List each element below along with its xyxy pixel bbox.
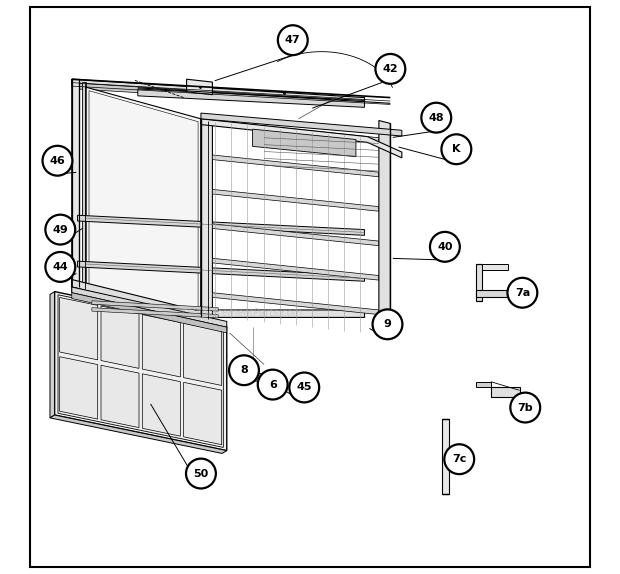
Circle shape xyxy=(430,232,460,262)
Polygon shape xyxy=(50,292,55,418)
Polygon shape xyxy=(72,287,195,323)
Text: 48: 48 xyxy=(428,113,444,123)
Polygon shape xyxy=(482,264,508,270)
Text: 42: 42 xyxy=(383,64,398,74)
Polygon shape xyxy=(92,308,218,318)
Circle shape xyxy=(441,134,471,164)
Polygon shape xyxy=(72,79,365,103)
Polygon shape xyxy=(379,121,391,319)
Polygon shape xyxy=(60,297,98,360)
Polygon shape xyxy=(201,119,402,158)
Polygon shape xyxy=(476,290,511,297)
Polygon shape xyxy=(72,79,79,287)
Polygon shape xyxy=(55,292,227,451)
Circle shape xyxy=(507,278,538,308)
Polygon shape xyxy=(201,119,213,321)
Circle shape xyxy=(376,54,405,84)
Circle shape xyxy=(373,309,402,339)
Polygon shape xyxy=(213,189,379,211)
Circle shape xyxy=(445,444,474,474)
Circle shape xyxy=(45,215,75,245)
Polygon shape xyxy=(184,323,222,386)
Polygon shape xyxy=(72,287,227,327)
Polygon shape xyxy=(78,215,365,235)
Circle shape xyxy=(290,373,319,402)
Polygon shape xyxy=(72,280,365,317)
Polygon shape xyxy=(442,419,449,494)
Text: 8: 8 xyxy=(240,365,248,375)
Polygon shape xyxy=(72,293,227,333)
Text: 7b: 7b xyxy=(518,402,533,413)
Text: 44: 44 xyxy=(53,262,68,272)
Polygon shape xyxy=(82,82,86,287)
Text: 45: 45 xyxy=(296,382,312,393)
Text: K: K xyxy=(452,144,461,154)
Text: 47: 47 xyxy=(285,35,301,45)
Polygon shape xyxy=(143,374,180,436)
Polygon shape xyxy=(86,87,201,319)
Polygon shape xyxy=(78,261,365,281)
Polygon shape xyxy=(213,155,379,177)
Polygon shape xyxy=(60,356,98,419)
Polygon shape xyxy=(241,369,255,378)
Polygon shape xyxy=(92,301,218,311)
Text: 7c: 7c xyxy=(452,454,466,464)
Polygon shape xyxy=(491,387,520,397)
Polygon shape xyxy=(187,79,213,95)
Polygon shape xyxy=(101,365,139,428)
Polygon shape xyxy=(78,83,359,106)
Polygon shape xyxy=(201,113,402,136)
Circle shape xyxy=(278,25,308,55)
Text: 50: 50 xyxy=(193,468,208,479)
Polygon shape xyxy=(213,224,379,246)
Polygon shape xyxy=(476,264,482,301)
Polygon shape xyxy=(101,306,139,369)
Polygon shape xyxy=(50,415,227,453)
Polygon shape xyxy=(213,258,379,280)
Polygon shape xyxy=(143,315,180,377)
Polygon shape xyxy=(138,89,365,107)
Polygon shape xyxy=(252,129,356,157)
Circle shape xyxy=(422,103,451,133)
Polygon shape xyxy=(476,382,491,387)
Text: 9: 9 xyxy=(384,319,391,329)
Text: 6: 6 xyxy=(268,379,277,390)
Circle shape xyxy=(43,146,73,176)
Text: 46: 46 xyxy=(50,156,65,166)
Polygon shape xyxy=(213,293,379,315)
Circle shape xyxy=(510,393,540,422)
Polygon shape xyxy=(213,121,379,142)
Text: 7a: 7a xyxy=(515,288,530,298)
Circle shape xyxy=(229,355,259,385)
Polygon shape xyxy=(184,382,222,445)
Polygon shape xyxy=(236,367,270,385)
Circle shape xyxy=(258,370,288,400)
Circle shape xyxy=(186,459,216,488)
Text: ©ReplacementParts.com: ©ReplacementParts.com xyxy=(180,308,303,318)
Text: 40: 40 xyxy=(437,242,453,252)
Text: 49: 49 xyxy=(53,224,68,235)
Circle shape xyxy=(45,252,75,282)
